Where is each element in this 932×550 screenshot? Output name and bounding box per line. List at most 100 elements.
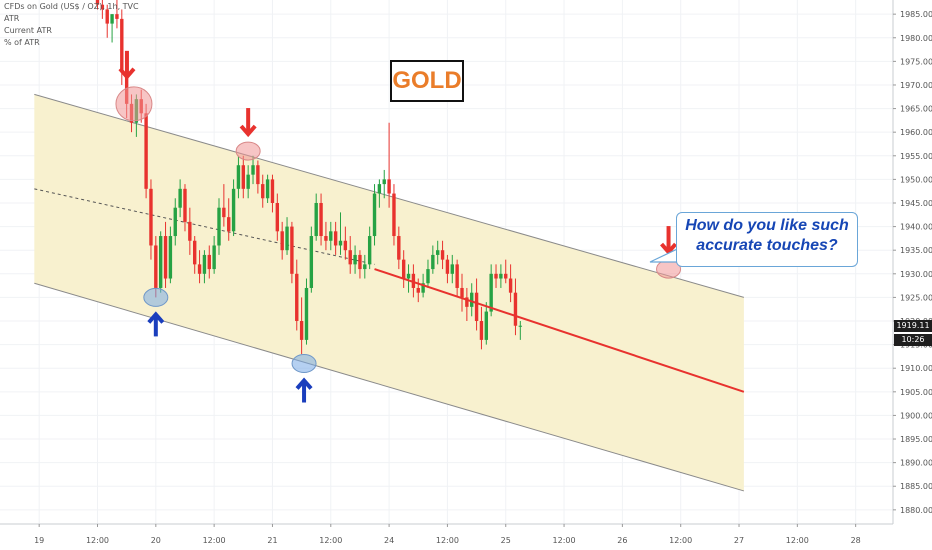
candle xyxy=(333,221,338,255)
candle xyxy=(231,179,236,237)
candle xyxy=(149,179,153,260)
legend-symbol: CFDs on Gold (US$ / OZ), 1h, TVC xyxy=(4,2,139,11)
candle-body xyxy=(465,297,469,307)
candle-body xyxy=(499,273,503,279)
candle-body xyxy=(105,9,109,24)
arrow-down-head-icon xyxy=(118,67,136,80)
candle-body xyxy=(188,221,192,241)
candle xyxy=(387,122,391,208)
candle-body xyxy=(261,184,265,199)
candle xyxy=(246,165,250,199)
candle xyxy=(183,184,187,232)
candle xyxy=(251,155,255,185)
x-tick-label: 12:00 xyxy=(786,536,809,545)
x-tick-label: 12:00 xyxy=(669,536,692,545)
candle xyxy=(363,254,367,279)
x-tick-label: 12:00 xyxy=(553,536,576,545)
y-tick-label: 1970.00 xyxy=(900,81,932,90)
candle-body xyxy=(455,264,459,288)
candle-body xyxy=(397,236,401,260)
x-tick-label: 12:00 xyxy=(319,536,342,545)
candle-body xyxy=(212,245,216,270)
candle xyxy=(474,278,479,331)
x-tick-label: 19 xyxy=(34,536,44,545)
candle-body xyxy=(158,236,163,288)
candle xyxy=(406,264,411,293)
candle xyxy=(494,264,498,288)
x-tick-label: 28 xyxy=(851,536,861,545)
candle xyxy=(280,221,284,260)
candle-body xyxy=(299,321,304,340)
candle xyxy=(261,174,265,208)
candle xyxy=(275,193,280,241)
candle xyxy=(479,306,484,350)
candle xyxy=(392,184,396,246)
candle-body xyxy=(363,264,367,270)
candle-body xyxy=(348,250,352,265)
candle xyxy=(207,245,211,279)
candle-body xyxy=(270,179,275,203)
candle xyxy=(236,155,241,199)
candle-body xyxy=(110,14,114,24)
x-tick-label: 24 xyxy=(384,536,394,545)
candle-body xyxy=(95,0,100,5)
callout-note: How do you like such accurate touches? xyxy=(676,212,858,267)
candle-body xyxy=(202,254,207,274)
candle-body xyxy=(231,188,236,232)
candle-body xyxy=(508,278,513,293)
candle xyxy=(299,297,304,355)
candle-body xyxy=(518,325,523,327)
candle-body xyxy=(246,174,250,189)
candle-body xyxy=(358,254,362,270)
candle-body xyxy=(285,226,289,251)
candle xyxy=(202,250,207,284)
candle xyxy=(431,245,435,274)
candle-body xyxy=(280,231,284,251)
candle-body xyxy=(440,250,445,260)
candle-body xyxy=(445,259,450,274)
x-tick-label: 21 xyxy=(267,536,277,545)
candle-body xyxy=(513,292,518,326)
candle xyxy=(440,240,445,270)
gold-title-box: GOLD xyxy=(390,60,464,102)
candle xyxy=(95,0,100,10)
x-tick-label: 20 xyxy=(151,536,161,545)
x-axis-bg xyxy=(0,524,932,550)
candle-body xyxy=(163,236,168,279)
x-tick-label: 12:00 xyxy=(203,536,226,545)
candle xyxy=(470,283,474,317)
candle-body xyxy=(193,240,197,265)
candle-body xyxy=(100,4,105,10)
candle xyxy=(158,231,163,293)
candle-body xyxy=(406,273,411,279)
candle-body xyxy=(329,231,333,241)
candle-body xyxy=(173,207,177,237)
candle xyxy=(518,321,523,340)
callout-line-2: accurate touches? xyxy=(696,237,838,254)
candle-body xyxy=(367,236,372,265)
candle xyxy=(329,221,333,251)
touch-ellipse-bottom xyxy=(291,353,317,373)
x-tick-label: 25 xyxy=(501,536,511,545)
candle-body xyxy=(372,193,377,237)
candle-body xyxy=(494,273,498,279)
arrow-down-head-icon xyxy=(660,242,678,256)
candle xyxy=(110,14,114,43)
y-tick-label: 1900.00 xyxy=(900,411,932,420)
candle-body xyxy=(304,287,309,340)
candle-body xyxy=(387,179,391,194)
candle xyxy=(256,160,260,194)
legend-atr: ATR xyxy=(4,14,20,23)
candle xyxy=(426,259,430,288)
channel-fill xyxy=(34,94,744,491)
candle-body xyxy=(319,202,323,237)
candle xyxy=(465,287,469,322)
candle xyxy=(416,278,420,303)
candle xyxy=(193,236,197,274)
candle xyxy=(173,198,177,246)
candle-body xyxy=(183,188,187,222)
y-tick-label: 1975.00 xyxy=(900,57,932,66)
candle xyxy=(358,250,362,279)
candle-body xyxy=(251,165,255,175)
